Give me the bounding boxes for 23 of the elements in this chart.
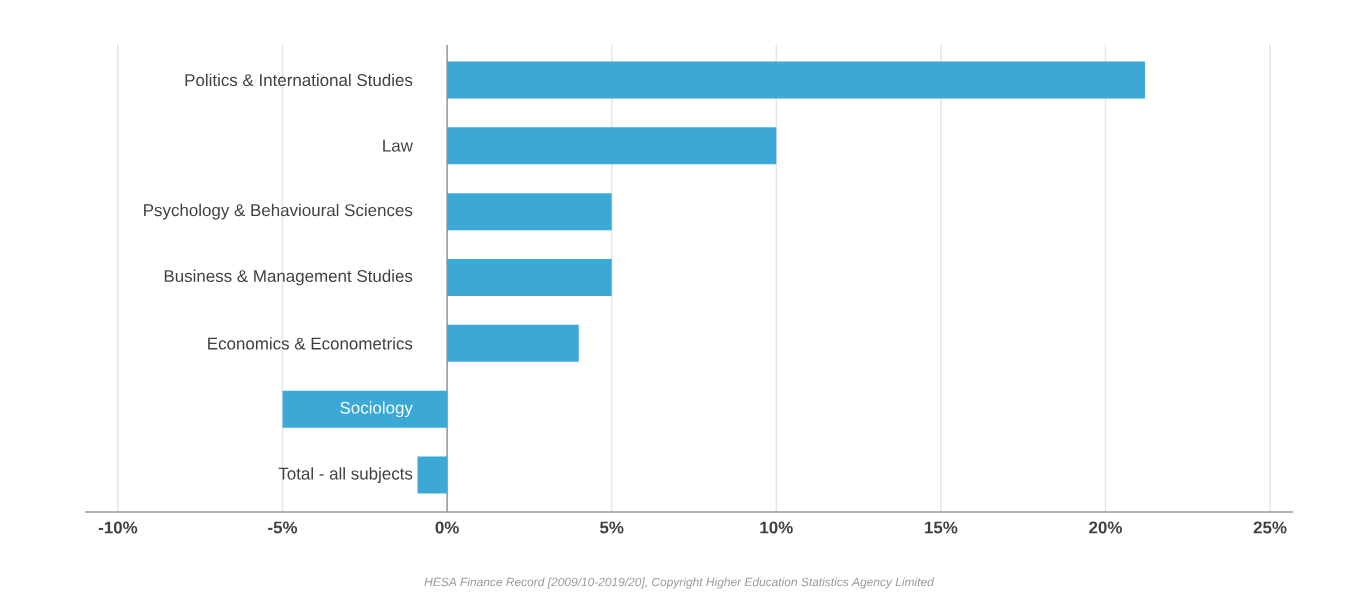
x-tick-label: 20%: [1089, 521, 1122, 534]
x-tick-label: 5%: [599, 521, 624, 534]
y-tick-label: Business & Management Studies: [164, 269, 413, 286]
text: HESA Finance Record [2009/10-2019/20], Copyright Higher Education Statistics Agency Limited: [424, 577, 935, 589]
x-tick-label: 15%: [925, 521, 958, 534]
bar: [417, 456, 448, 494]
x-tick-label: 25%: [1253, 521, 1287, 534]
y-tick-label: Total - all subjects: [278, 467, 413, 483]
bar: [282, 390, 448, 428]
y-tick-label: Psychology & Behavioural Sciences: [144, 203, 413, 220]
bar: [447, 61, 1145, 99]
x-tick-label: 0%: [435, 521, 459, 534]
x-tick-label: 10%: [760, 521, 793, 534]
y-tick-label: Sociology: [340, 401, 413, 418]
y-tick-label: Law: [383, 139, 413, 152]
x-tick-label: -10%: [98, 521, 138, 534]
y-tick-label: Politics & International Studies: [185, 73, 413, 87]
bar: [447, 127, 777, 165]
y-tick-label: Economics & Econometrics: [208, 337, 413, 350]
x-tick-label: -5%: [268, 521, 298, 534]
bar: [447, 193, 612, 231]
bar: [447, 258, 612, 296]
bar: [447, 324, 579, 362]
